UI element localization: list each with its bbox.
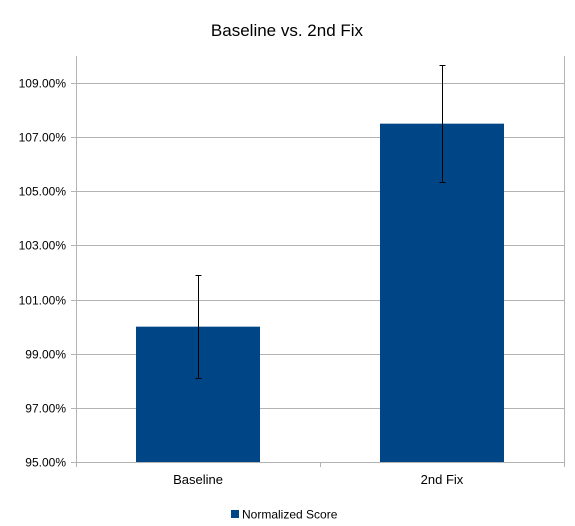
error-bars bbox=[195, 65, 446, 379]
y-tick-label: 101.00% bbox=[19, 294, 67, 308]
y-axis-ticks: 95.00% 97.00% 99.00% 101.00% 103.00% 105.00% 1… bbox=[19, 77, 76, 470]
x-axis-labels: Baseline 2nd Fix bbox=[173, 472, 464, 487]
axes bbox=[76, 56, 565, 467]
y-tick-label: 107.00% bbox=[19, 131, 67, 145]
chart-title: Baseline vs. 2nd Fix bbox=[211, 21, 364, 40]
y-tick-label: 105.00% bbox=[19, 185, 67, 199]
legend: Normalized Score bbox=[231, 508, 338, 522]
legend-swatch bbox=[231, 510, 239, 518]
legend-label: Normalized Score bbox=[242, 508, 338, 522]
y-tick-label: 103.00% bbox=[19, 239, 67, 253]
y-tick-label: 109.00% bbox=[19, 77, 67, 91]
bars bbox=[136, 123, 504, 463]
y-tick-label: 99.00% bbox=[25, 348, 66, 362]
y-tick-label: 97.00% bbox=[25, 402, 66, 416]
y-tick-label: 95.00% bbox=[25, 456, 66, 470]
x-category-label: Baseline bbox=[173, 472, 223, 487]
x-category-label: 2nd Fix bbox=[421, 472, 464, 487]
